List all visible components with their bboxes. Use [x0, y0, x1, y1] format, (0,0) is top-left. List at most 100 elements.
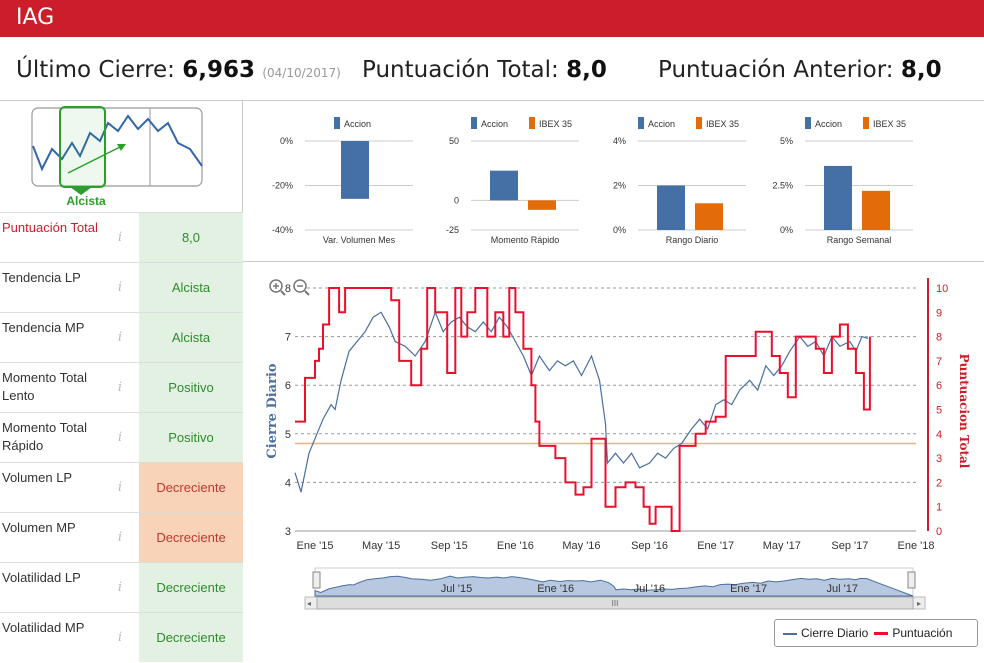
info-icon[interactable]: i	[117, 280, 123, 295]
y2-tick-label: 9	[936, 307, 942, 319]
navigator-label: Jul '17	[827, 583, 858, 595]
legend-label-score: Puntuación	[892, 626, 953, 640]
info-icon[interactable]: i	[117, 530, 123, 545]
mini-tick-label: 2.5%	[772, 181, 793, 191]
x-tick-label: Ene '15	[297, 540, 334, 552]
main-chart-svg: 3 4 5 6 7 8 0 1 2 3 4 5 6 7 8 9 10 Ene '15 May '15 Sep '15 E…	[265, 278, 971, 610]
metric-value: Positivo	[139, 413, 243, 462]
previous-score-value: 8,0	[900, 57, 942, 83]
y2-axis-title: Puntuacion Total	[957, 354, 971, 469]
mini-tick-label: -25	[446, 225, 459, 235]
info-icon[interactable]: i	[117, 630, 123, 645]
mini-tick-label: -20%	[272, 181, 293, 191]
scrollbar-thumb[interactable]	[316, 596, 914, 610]
info-icon[interactable]: i	[117, 380, 123, 395]
x-tick-label: May '16	[562, 540, 600, 552]
mini-tick-label: 2%	[613, 181, 626, 191]
mini-legend-label: Accion	[481, 119, 508, 129]
zoom-out-icon[interactable]	[293, 279, 310, 296]
trend-label: Alcista	[66, 194, 106, 208]
navigator-handle-left[interactable]	[312, 571, 321, 589]
metric-row: Momento Total Lento i Positivo	[0, 362, 243, 412]
x-tick-label: Ene '18	[898, 540, 935, 552]
y2-tick-label: 0	[936, 526, 942, 538]
total-score-label: Puntuación Total:	[362, 57, 559, 83]
info-icon[interactable]: i	[117, 330, 123, 345]
info-icon[interactable]: i	[117, 480, 123, 495]
legend-label-close: Cierre Diario	[801, 626, 869, 640]
navigator-area	[314, 575, 914, 597]
series-close-line	[294, 310, 869, 493]
mini-tick-label: 4%	[613, 136, 626, 146]
mini-legend-label: IBEX 35	[539, 119, 572, 129]
mini-tick-label: 0%	[780, 225, 793, 235]
mini-legend-label: IBEX 35	[873, 119, 906, 129]
zoom-in-icon[interactable]	[269, 279, 286, 296]
info-icon[interactable]: i	[117, 230, 123, 245]
mini-legend-swatch	[471, 117, 477, 129]
navigator-label: Jul '15	[441, 583, 472, 595]
total-score: Puntuación Total: 8,0	[362, 57, 607, 83]
mini-bar	[528, 200, 556, 210]
metric-row: Volumen MP i Decreciente	[0, 512, 243, 562]
scroll-right-arrow[interactable]: ▸	[917, 599, 921, 608]
legend-swatch-score	[874, 632, 889, 636]
last-close-date: (04/10/2017)	[262, 66, 341, 80]
metric-label: Volumen LP	[2, 470, 73, 485]
navigator-label: Jul '16	[634, 583, 665, 595]
legend-item-score[interactable]: Puntuación	[874, 626, 952, 640]
metric-label: Volatilidad MP	[2, 620, 85, 635]
trend-highlight-box	[59, 106, 106, 188]
metric-label: Tendencia LP	[2, 270, 81, 285]
mini-charts-svg: 0% -20% -40% Accion Var. Volumen Mes 50 0 -25 Ac…	[272, 117, 913, 245]
metric-row: Tendencia MP i Alcista	[0, 312, 243, 362]
series-score-line	[295, 287, 871, 532]
mini-legend-label: IBEX 35	[706, 119, 739, 129]
y2-tick-label: 3	[936, 453, 942, 465]
y-axis-title: Cierre Diario	[265, 363, 280, 458]
metric-label: Volatilidad LP	[2, 570, 81, 585]
scroll-left-arrow[interactable]: ◂	[307, 599, 311, 608]
metric-value: Decreciente	[139, 463, 243, 512]
mini-bar	[862, 190, 890, 230]
mini-bar	[341, 141, 369, 199]
mini-legend-label: Accion	[344, 119, 371, 129]
metric-row: Volatilidad LP i Decreciente	[0, 562, 243, 612]
top-bar: IAG	[0, 0, 984, 37]
mini-chart: 50 0 -25 Accion IBEX 35 Momento Rápido	[446, 117, 579, 245]
x-tick-label: Ene '17	[697, 540, 734, 552]
metrics-panel: Alcista Puntuación Total i 8,0 Tendencia LP…	[0, 101, 243, 662]
metric-value: Positivo	[139, 363, 243, 412]
y2-tick-label: 2	[936, 477, 942, 489]
y2-tick-label: 4	[936, 429, 942, 441]
y-tick-label: 3	[285, 526, 291, 538]
x-tick-label: Sep '15	[431, 540, 468, 552]
metric-value: 8,0	[139, 213, 243, 262]
y2-tick-label: 1	[936, 502, 942, 514]
mini-legend-swatch	[529, 117, 535, 129]
y2-tick-label: 7	[936, 356, 942, 368]
mini-bar	[657, 185, 685, 230]
x-tick-label: May '17	[763, 540, 801, 552]
mini-chart: 0% -20% -40% Accion Var. Volumen Mes	[272, 117, 413, 245]
mini-charts-row: 0% -20% -40% Accion Var. Volumen Mes 50 0 -25 Ac…	[243, 101, 984, 262]
mini-legend-label: Accion	[648, 119, 675, 129]
x-tick-label: Sep '17	[831, 540, 868, 552]
trend-pointer	[70, 187, 92, 195]
navigator-handle-right[interactable]	[907, 571, 916, 589]
chart-legend: Cierre Diario Puntuación	[774, 619, 978, 647]
metric-label: Momento Total Lento	[2, 370, 88, 403]
last-close: Último Cierre: 6,963 (04/10/2017)	[16, 57, 341, 83]
info-icon[interactable]: i	[117, 580, 123, 595]
mini-legend-swatch	[863, 117, 869, 129]
mini-chart-title: Momento Rápido	[491, 235, 560, 245]
x-tick-label: May '15	[362, 540, 400, 552]
info-icon[interactable]: i	[117, 430, 123, 445]
mini-bar	[695, 203, 723, 230]
metric-row: Momento Total Rápido i Positivo	[0, 412, 243, 462]
y-tick-label: 5	[285, 429, 291, 441]
metric-row: Volumen LP i Decreciente	[0, 462, 243, 512]
mini-tick-label: 0	[454, 195, 459, 205]
legend-item-close[interactable]: Cierre Diario	[783, 626, 868, 640]
trend-arrow-line	[67, 145, 123, 174]
